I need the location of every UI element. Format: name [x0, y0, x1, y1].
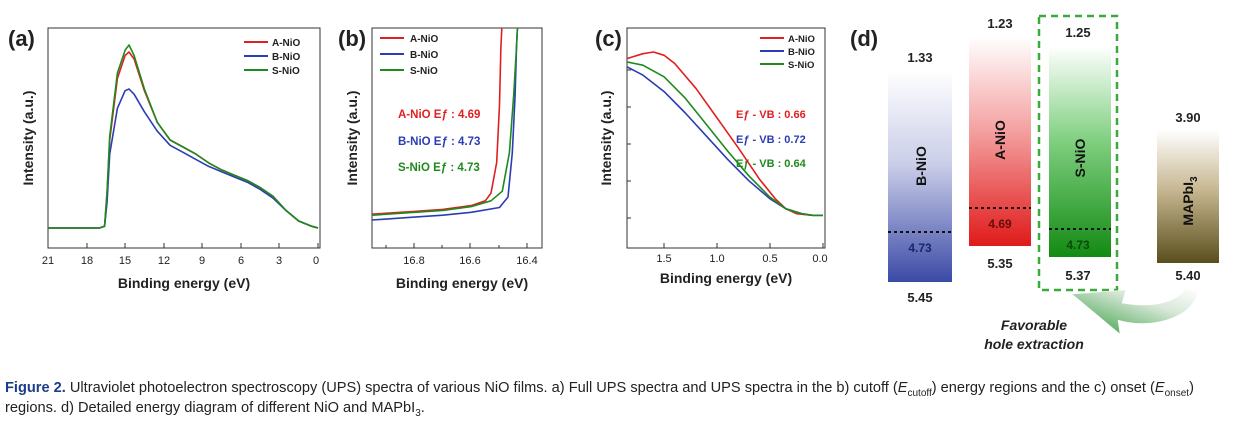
band-name-s-nio: S-NiO [1072, 138, 1088, 177]
figure-caption: Figure 2. Ultraviolet photoelectron spec… [5, 378, 1245, 418]
legend-text-c-1: B-NiO [788, 47, 815, 58]
plot-frame-b [371, 27, 543, 249]
x-tick-c-0: 1.5 [656, 253, 671, 265]
band-bar-b-nio [888, 70, 952, 282]
band-bar-mapbi3 [1157, 130, 1219, 263]
cb-value-b-nio: 1.33 [907, 50, 932, 65]
cb-value-mapbi3: 3.90 [1175, 110, 1200, 125]
vb-value-b-nio: 5.45 [907, 290, 932, 305]
legend-text-b-2: S-NiO [410, 66, 438, 77]
series-line-c-a-nio [627, 51, 823, 217]
panel-c: (c) Intensity (a.u.) Binding energy (eV)… [595, 26, 828, 286]
plot-area-b [372, 28, 519, 221]
band-bar-a-nio [969, 37, 1031, 246]
band-name-b-nio: B-NiO [913, 146, 929, 186]
x-tick-a-5: 6 [238, 255, 244, 267]
vb-value-s-nio: 5.37 [1065, 268, 1090, 283]
caption-sub-cutoff: cutoff [907, 387, 932, 399]
series-line-a-s-nio [48, 44, 319, 229]
x-tick-a-3: 12 [158, 255, 170, 267]
legend-b: A-NiO B-NiO S-NiO [380, 34, 439, 77]
panel-b: (b) Intensity (a.u.) Binding energy (eV)… [338, 26, 543, 291]
panel-d: (d) B-NiO 1.33 4.73 5.45 A-NiO 1.23 4.69… [850, 14, 1219, 352]
caption-text-1a: Ultraviolet photoelectron spectroscopy (… [69, 380, 898, 396]
annotation-b-1: B-NiO Eƒ : 4.73 [398, 136, 480, 148]
annotation-b-0: A-NiO Eƒ : 4.69 [398, 109, 480, 121]
x-ticks-c [663, 243, 824, 248]
x-tick-c-1: 1.0 [709, 253, 724, 265]
x-tick-a-4: 9 [199, 255, 205, 267]
plot-frame-a [47, 27, 321, 249]
x-ticks-b [385, 243, 528, 248]
arrow-text-line-1: Favorable [1001, 317, 1067, 333]
caption-text-2b: ) regions. d) Detailed energy diagram of… [5, 380, 1194, 416]
fermi-value-s-nio: 4.73 [1066, 238, 1090, 252]
caption-e-cutoff: E [897, 380, 908, 396]
annotation-b-2: S-NiO Eƒ : 4.73 [398, 162, 480, 174]
plot-area-a [48, 44, 319, 229]
plot-frame-c [626, 27, 826, 249]
caption-text-2a: regions and the c) onset ( [989, 380, 1155, 396]
panel-label-a: (a) [8, 26, 35, 51]
panel-label-b: (b) [338, 26, 366, 51]
annotation-c-1: Eƒ - VB : 0.72 [736, 134, 806, 146]
legend-text-a-1: B-NiO [272, 52, 301, 63]
series-line-a-b-nio [48, 88, 319, 229]
figure: (a) Intensity (a.u.) Binding energy (eV)… [8, 14, 1219, 352]
arrow-text-line-2: hole extraction [984, 336, 1084, 352]
vb-value-mapbi3: 5.40 [1175, 268, 1200, 283]
annotation-c-2: Eƒ - VB : 0.64 [736, 158, 807, 170]
legend-text-c-2: S-NiO [788, 60, 814, 71]
vb-value-a-nio: 5.35 [987, 256, 1012, 271]
band-bar-s-nio [1049, 46, 1111, 257]
annotation-c-0: Eƒ - VB : 0.66 [736, 109, 806, 121]
band-name-a-nio: A-NiO [992, 120, 1008, 160]
x-axis-label-a: Binding energy (eV) [118, 275, 250, 291]
caption-sub-3: 3 [415, 407, 421, 419]
y-axis-label-a: Intensity (a.u.) [20, 91, 36, 186]
caption-text-2c: . [420, 400, 425, 416]
legend-text-b-1: B-NiO [410, 50, 439, 61]
x-axis-label-c: Binding energy (eV) [660, 270, 792, 286]
x-tick-b-1: 16.6 [459, 255, 480, 267]
legend-text-a-2: S-NiO [272, 66, 300, 77]
fermi-value-a-nio: 4.69 [988, 217, 1012, 231]
legend-text-c-0: A-NiO [788, 34, 815, 45]
legend-text-a-0: A-NiO [272, 38, 301, 49]
hole-extraction-arrow [1071, 288, 1199, 335]
x-tick-b-0: 16.8 [403, 255, 424, 267]
x-tick-c-3: 0.0 [812, 253, 827, 265]
series-line-c-s-nio [627, 61, 823, 217]
panel-label-c: (c) [595, 26, 622, 51]
x-tick-a-2: 15 [119, 255, 131, 267]
legend-text-b-0: A-NiO [410, 34, 439, 45]
y-ticks-c [627, 69, 631, 219]
x-tick-c-2: 0.5 [762, 253, 777, 265]
plot-area-c [627, 51, 823, 217]
x-tick-a-6: 3 [276, 255, 282, 267]
series-line-b-a-nio [372, 28, 503, 215]
x-ticks-a [47, 243, 319, 248]
x-tick-a-1: 18 [81, 255, 93, 267]
x-tick-b-2: 16.4 [516, 255, 537, 267]
legend-c: A-NiO B-NiO S-NiO [760, 34, 815, 71]
cb-value-a-nio: 1.23 [987, 16, 1012, 31]
panel-a: (a) Intensity (a.u.) Binding energy (eV)… [8, 26, 321, 291]
caption-text-1b: ) energy [931, 380, 986, 396]
series-line-b-s-nio [372, 28, 519, 216]
caption-e-onset: E [1154, 380, 1165, 396]
panel-label-d: (d) [850, 26, 878, 51]
x-tick-a-0: 21 [42, 255, 54, 267]
x-tick-a-7: 0 [313, 255, 319, 267]
cb-value-s-nio: 1.25 [1065, 25, 1090, 40]
caption-sub-onset: onset [1164, 387, 1190, 399]
x-axis-label-b: Binding energy (eV) [396, 275, 528, 291]
caption-label: Figure 2. [5, 380, 66, 396]
fermi-value-b-nio: 4.73 [908, 241, 932, 255]
y-axis-label-b: Intensity (a.u.) [344, 91, 360, 186]
y-axis-label-c: Intensity (a.u.) [598, 91, 614, 186]
band-name-mapbi3: MAPbI3 [1180, 176, 1200, 226]
legend-a: A-NiO B-NiO S-NiO [244, 38, 301, 77]
highlight-box-s-nio [1037, 14, 1119, 292]
